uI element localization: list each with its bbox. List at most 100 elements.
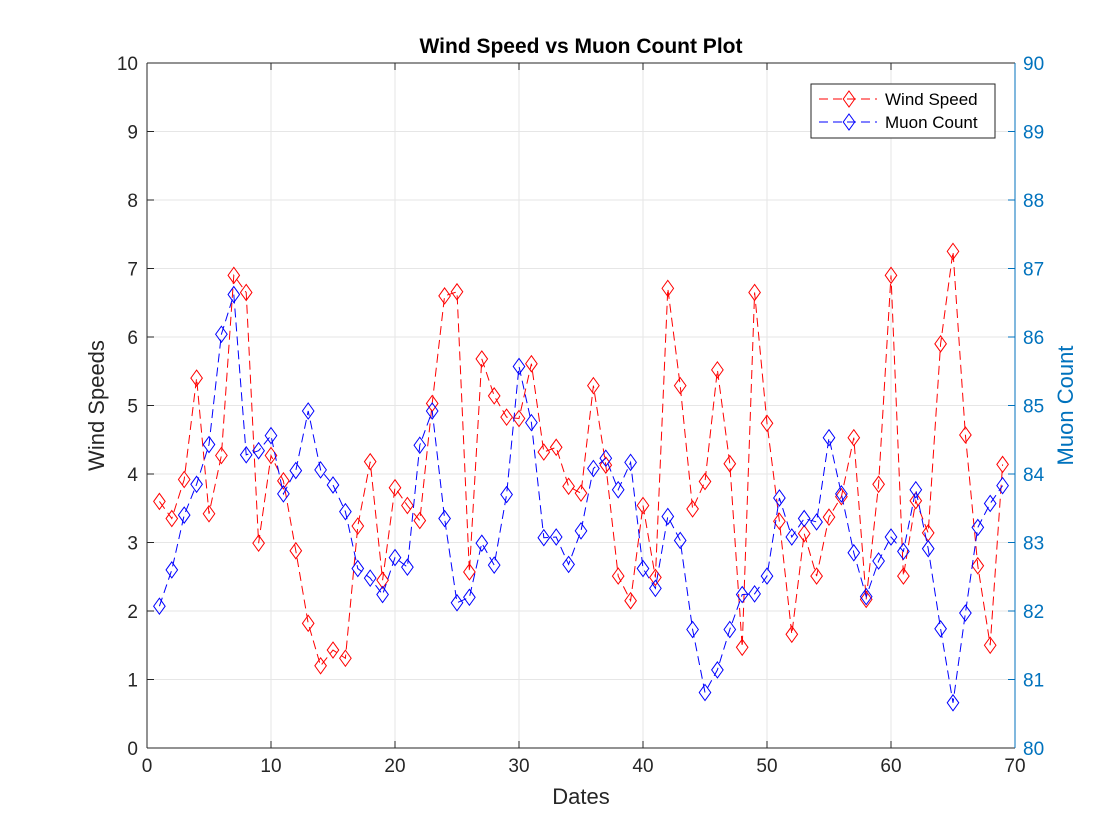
y2-tick-label: 83	[1023, 534, 1044, 555]
data-point-wind-speed	[202, 504, 216, 523]
data-point-muon-count	[698, 683, 712, 702]
data-point-muon-count	[512, 357, 526, 376]
data-point-muon-count	[835, 485, 848, 503]
data-point-muon-count	[326, 476, 340, 494]
data-point-wind-speed	[339, 649, 352, 668]
data-point-wind-speed	[909, 491, 923, 510]
data-point-wind-speed	[314, 656, 327, 675]
data-point-muon-count	[475, 534, 489, 553]
legend-marker-muon-count	[842, 113, 856, 131]
y2-tick-label: 84	[1023, 465, 1045, 486]
x-tick-label: 20	[384, 756, 405, 777]
data-point-muon-count	[686, 620, 699, 639]
x-tick-label: 60	[880, 756, 901, 777]
data-point-wind-speed	[376, 571, 389, 590]
legend-label-wind-speed: Wind Speed	[885, 90, 978, 109]
data-point-wind-speed	[252, 534, 265, 553]
data-point-muon-count	[537, 528, 551, 547]
data-point-wind-speed	[438, 287, 451, 305]
legend-label-muon-count: Muon Count	[885, 113, 978, 132]
data-point-wind-speed	[934, 334, 947, 353]
data-point-wind-speed	[500, 408, 513, 427]
data-point-muon-count	[500, 485, 513, 504]
axes: 0 10 20 30 40 50 60 700123456789108081828384858…	[117, 54, 1045, 777]
y2-tick-label: 85	[1023, 397, 1044, 418]
data-point-muon-count	[487, 556, 501, 574]
data-point-wind-speed	[773, 512, 786, 531]
data-point-wind-speed	[401, 496, 414, 515]
data-point-wind-speed	[487, 387, 501, 405]
data-point-wind-speed	[525, 354, 538, 373]
legend-marker-wind-speed	[842, 90, 856, 108]
data-point-wind-speed	[413, 511, 427, 530]
data-point-wind-speed	[797, 524, 811, 543]
data-point-wind-speed	[735, 638, 749, 657]
data-point-wind-speed	[822, 508, 836, 527]
y2-tick-label: 89	[1023, 123, 1044, 144]
y-tick-label: 10	[117, 54, 138, 75]
data-point-muon-count	[624, 453, 637, 472]
data-point-wind-speed	[748, 283, 761, 302]
data-point-muon-count	[959, 604, 972, 622]
data-point-muon-count	[388, 548, 402, 567]
data-point-muon-count	[264, 426, 278, 445]
data-point-muon-count	[525, 413, 538, 432]
y-axis-title: Wind Speeds	[84, 340, 109, 471]
data-point-wind-speed	[450, 282, 464, 301]
data-point-muon-count	[289, 461, 303, 480]
data-point-wind-speed	[177, 470, 191, 489]
data-point-wind-speed	[946, 242, 960, 261]
data-point-muon-count	[785, 528, 799, 546]
data-point-wind-speed	[785, 625, 799, 644]
data-point-muon-count	[450, 593, 464, 612]
data-point-wind-speed	[153, 492, 166, 511]
series-line-wind-speed	[158, 251, 1004, 667]
y-tick-label: 4	[127, 465, 138, 486]
data-point-muon-count	[277, 485, 290, 503]
data-point-muon-count	[971, 518, 985, 537]
data-point-muon-count	[723, 620, 737, 639]
data-point-muon-count	[587, 459, 600, 478]
x-tick-label: 70	[1004, 756, 1025, 777]
data-point-wind-speed	[239, 283, 253, 302]
data-point-muon-count	[711, 661, 724, 679]
y-tick-label: 8	[127, 191, 138, 212]
data-point-muon-count	[934, 619, 947, 638]
y2-tick-label: 90	[1023, 54, 1044, 75]
data-point-muon-count	[897, 542, 910, 561]
data-point-muon-count	[215, 325, 228, 344]
data-point-muon-count	[549, 528, 563, 546]
y-tick-label: 7	[127, 260, 138, 281]
y2-tick-label: 86	[1023, 328, 1044, 349]
data-point-muon-count	[661, 507, 675, 526]
series-muon-count	[153, 285, 1009, 712]
y-tick-label: 5	[127, 397, 138, 418]
data-point-muon-count	[797, 509, 811, 528]
data-point-wind-speed	[636, 496, 650, 515]
data-point-muon-count	[773, 489, 786, 507]
data-point-muon-count	[574, 521, 588, 540]
data-point-muon-count	[822, 428, 836, 447]
data-point-muon-count	[562, 555, 575, 574]
data-point-wind-speed	[971, 556, 985, 575]
data-point-wind-speed	[512, 409, 526, 428]
y-tick-label: 9	[127, 123, 138, 144]
data-point-muon-count	[748, 585, 761, 603]
data-point-muon-count	[996, 476, 1009, 495]
data-point-wind-speed	[537, 443, 551, 461]
data-point-muon-count	[202, 435, 216, 454]
data-point-wind-speed	[611, 567, 625, 585]
x-tick-label: 50	[756, 756, 777, 777]
data-point-wind-speed	[661, 279, 675, 298]
data-point-wind-speed	[649, 568, 662, 587]
data-point-muon-count	[611, 480, 625, 499]
series-wind-speed	[153, 242, 1009, 675]
x-tick-label: 30	[508, 756, 529, 777]
data-point-wind-speed	[847, 428, 861, 447]
data-point-muon-count	[859, 587, 873, 606]
data-point-muon-count	[413, 436, 427, 455]
data-point-muon-count	[301, 402, 315, 420]
data-point-wind-speed	[872, 475, 885, 494]
